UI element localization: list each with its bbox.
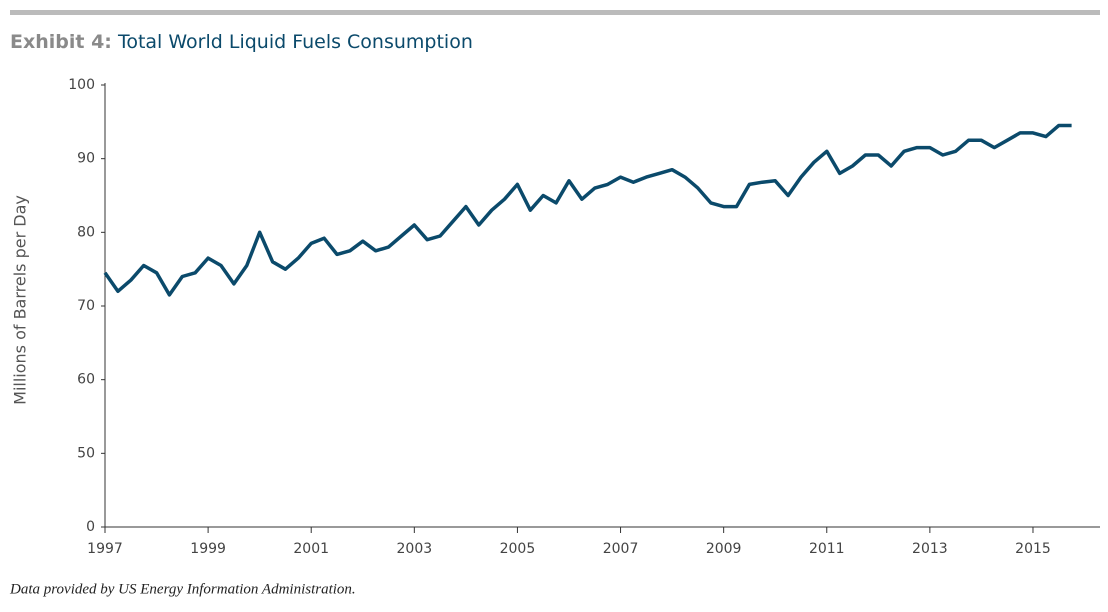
top-rule — [10, 10, 1100, 15]
x-tick-label: 2007 — [603, 541, 639, 557]
y-tick-label: 60 — [77, 372, 95, 388]
x-tick-label: 2003 — [397, 541, 433, 557]
x-tick-label: 2013 — [912, 541, 948, 557]
title-text: Total World Liquid Fuels Consumption — [117, 31, 473, 53]
x-tick-label: 2011 — [809, 541, 845, 557]
x-tick-label: 1997 — [87, 541, 123, 557]
chart-title: Exhibit 4: Total World Liquid Fuels Cons… — [10, 31, 473, 53]
y-tick-label: 100 — [68, 77, 95, 93]
title-label: Exhibit 4: — [10, 31, 112, 53]
x-tick-label: 2009 — [706, 541, 742, 557]
y-tick-label: 50 — [77, 445, 95, 461]
y-axis-label: Millions of Barrels per Day — [11, 195, 30, 405]
y-tick-label: 90 — [77, 151, 95, 167]
x-tick-label: 2015 — [1015, 541, 1051, 557]
y-tick-label: 70 — [77, 298, 95, 314]
y-tick-label: 80 — [77, 224, 95, 240]
y-tick-label: 0 — [86, 519, 95, 535]
x-tick-label: 1999 — [190, 541, 226, 557]
source-note: Data provided by US Energy Information A… — [9, 581, 356, 597]
data-line — [103, 123, 1072, 297]
x-tick-label: 2005 — [500, 541, 536, 557]
x-tick-label: 2001 — [293, 541, 329, 557]
